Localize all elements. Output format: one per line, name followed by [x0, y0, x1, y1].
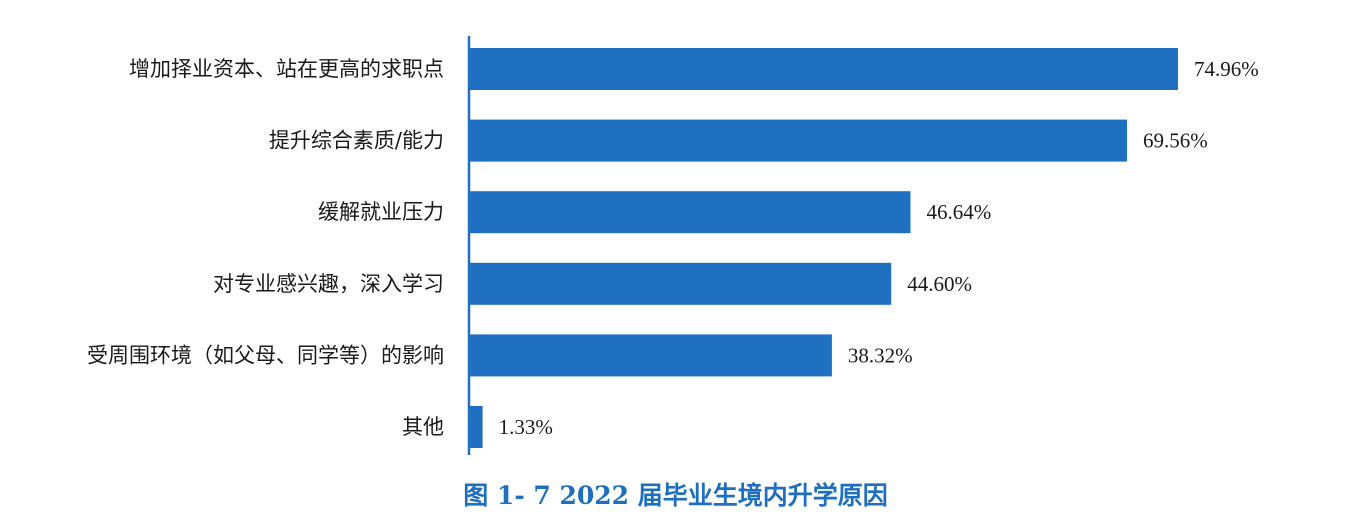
value-label-3: 44.60% — [907, 272, 972, 296]
category-label-1: 提升综合素质/能力 — [269, 129, 444, 153]
bar-0 — [470, 48, 1178, 90]
category-label-5: 其他 — [402, 415, 444, 439]
value-label-0: 74.96% — [1194, 57, 1259, 81]
value-label-2: 46.64% — [927, 200, 992, 224]
chart-caption: 图 1- 7 2022 届毕业生境内升学原因 — [463, 481, 888, 510]
category-label-4: 受周围环境（如父母、同学等）的影响 — [87, 343, 444, 367]
category-label-2: 缓解就业压力 — [318, 200, 444, 224]
value-label-1: 69.56% — [1143, 129, 1208, 153]
bar-5 — [470, 406, 483, 448]
bar-4 — [470, 334, 832, 377]
bars-layer: 增加择业资本、站在更高的求职点 74.96% 提升综合素质/能力 69.56% 缓解就业… — [87, 48, 1259, 448]
value-label-4: 38.32% — [848, 343, 913, 367]
category-label-0: 增加择业资本、站在更高的求职点 — [129, 57, 444, 81]
bar-3 — [470, 262, 892, 305]
bar-2 — [470, 191, 911, 234]
bar-1 — [470, 119, 1127, 162]
value-label-5: 1.33% — [499, 415, 553, 439]
category-label-3: 对专业感兴趣，深入学习 — [213, 272, 444, 296]
